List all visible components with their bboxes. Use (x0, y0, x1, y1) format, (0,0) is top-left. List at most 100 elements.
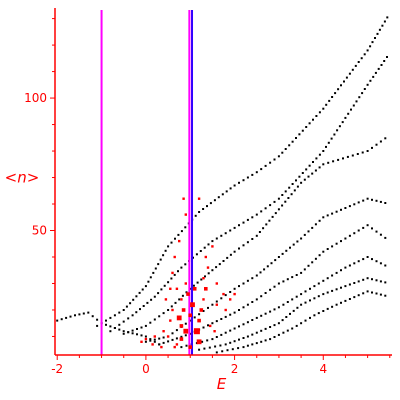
band-point (318, 254, 321, 257)
band-point (314, 257, 317, 260)
highlight-point (182, 197, 185, 200)
band-point (277, 155, 280, 158)
band-point (178, 298, 181, 301)
highlight-point (204, 255, 207, 259)
band-point (375, 260, 378, 263)
band-point (129, 302, 132, 305)
band-point (277, 282, 280, 285)
highlight-point (211, 245, 214, 248)
band-point (269, 310, 272, 313)
band-point (226, 349, 229, 352)
band-point (384, 202, 387, 204)
band-point (328, 99, 331, 102)
band-point (273, 158, 276, 161)
band-point (374, 71, 377, 74)
highlight-point (151, 343, 154, 346)
band-point (152, 271, 155, 274)
band-point (326, 277, 329, 280)
band-point (331, 245, 334, 248)
band-point (224, 343, 227, 346)
band-point (273, 324, 276, 327)
band-point (307, 264, 310, 267)
band-point (118, 311, 121, 314)
band-point (343, 80, 345, 83)
band-point (246, 279, 249, 282)
band-point (298, 175, 301, 178)
band-point (251, 277, 254, 280)
band-point (113, 327, 116, 329)
band-point (255, 274, 258, 277)
band-point (313, 297, 316, 300)
band-point (307, 230, 310, 233)
highlight-points-group (140, 197, 236, 349)
band-point (184, 226, 187, 229)
band-point (246, 218, 249, 221)
band-point (157, 292, 160, 295)
band-point (341, 121, 344, 124)
band-point (91, 315, 94, 318)
band-point (215, 320, 218, 323)
band-point (242, 323, 245, 326)
band-point (255, 171, 258, 174)
band-point (348, 298, 351, 300)
band-point (334, 92, 337, 95)
band-point (122, 330, 125, 333)
band-point (300, 322, 303, 325)
band-point (224, 331, 227, 334)
band-point (154, 267, 157, 270)
highlight-point (202, 298, 205, 301)
band-point (264, 339, 267, 342)
band-point (301, 172, 304, 174)
band-point (291, 140, 294, 143)
band-point (260, 210, 263, 213)
band-point (317, 295, 320, 298)
band-point (318, 166, 321, 169)
band-point (170, 241, 173, 244)
highlight-point (173, 345, 176, 349)
highlight-point (224, 308, 227, 312)
band-point (118, 323, 121, 326)
band-point (113, 314, 116, 317)
band-point (340, 269, 342, 272)
highlight-point (178, 239, 181, 243)
band-point (207, 306, 209, 309)
band-point (331, 212, 334, 215)
band-point (281, 252, 284, 255)
band-point (350, 108, 352, 111)
band-point (167, 309, 170, 311)
band-point (277, 322, 280, 325)
band-point (326, 291, 329, 294)
band-point (369, 79, 372, 82)
band-point (246, 241, 249, 244)
band-point (340, 84, 342, 87)
band-point (65, 316, 68, 319)
band-point (282, 303, 285, 306)
band-point (344, 116, 347, 119)
band-point (340, 301, 342, 304)
highlight-point (171, 271, 174, 275)
band-point (353, 296, 356, 299)
band-point (238, 338, 240, 341)
band-point (224, 232, 227, 235)
band-point (308, 164, 311, 167)
band-point (147, 280, 150, 283)
band-point (344, 285, 347, 288)
band-point (290, 193, 293, 196)
band-point (286, 329, 289, 332)
band-point (222, 260, 225, 262)
band-point (144, 335, 147, 338)
band-point (96, 324, 99, 327)
band-point (295, 324, 298, 327)
band-point (348, 283, 351, 286)
band-point (356, 153, 359, 155)
band-point (246, 335, 249, 338)
band-point (170, 277, 173, 280)
band-point (224, 315, 227, 318)
band-point (215, 237, 218, 240)
band-point (237, 347, 240, 350)
band-point (381, 24, 384, 27)
band-point (181, 294, 184, 297)
band-point (221, 193, 224, 196)
band-point (335, 271, 338, 274)
band-point (149, 276, 152, 279)
